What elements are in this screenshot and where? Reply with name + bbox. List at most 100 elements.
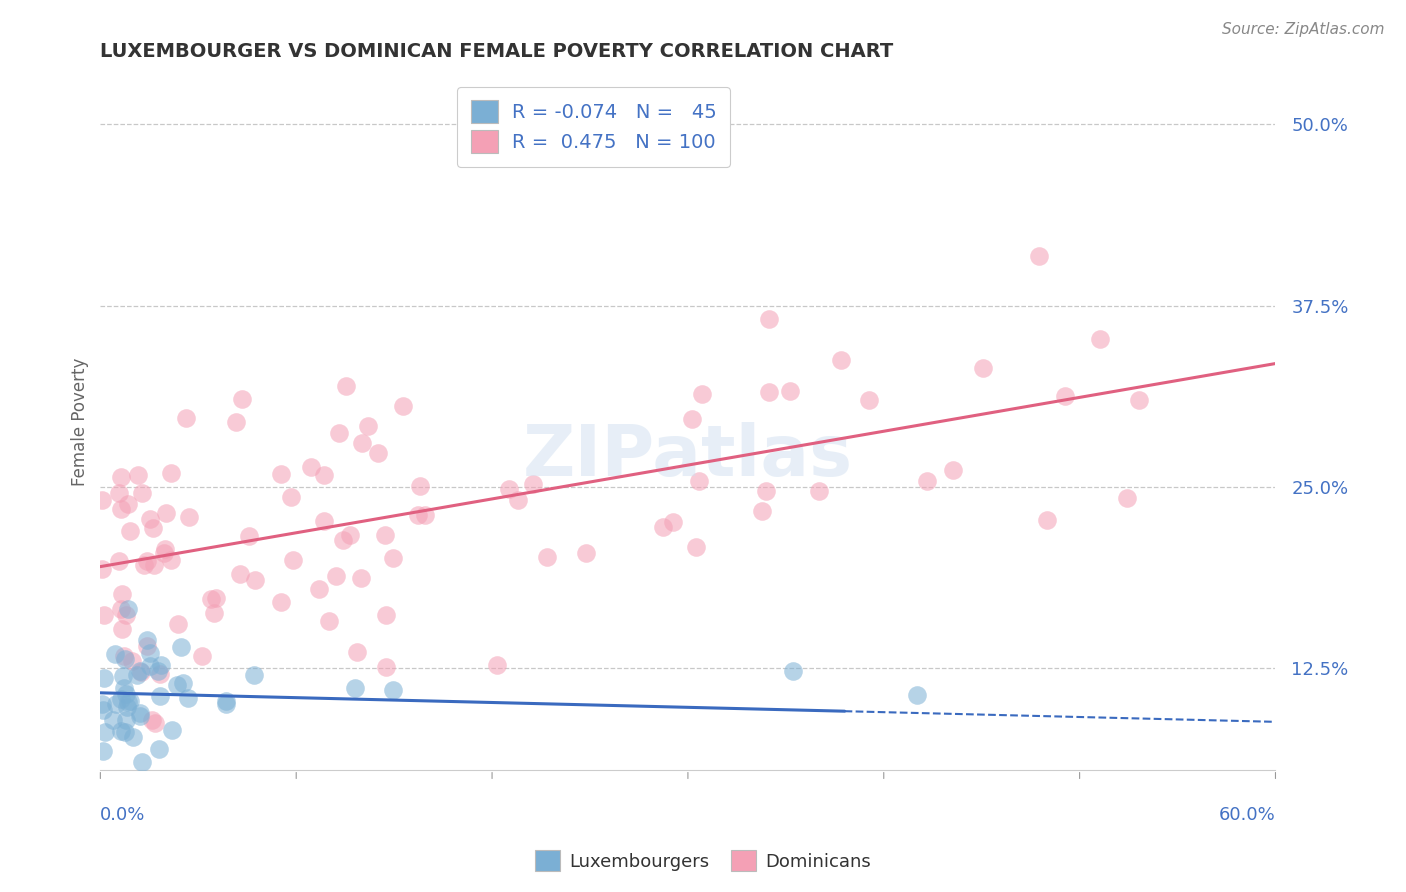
Point <box>112 648 135 663</box>
Point <box>127 468 149 483</box>
Point <box>108 554 131 568</box>
Point <box>112 681 135 696</box>
Point <box>159 552 181 566</box>
Point <box>111 587 134 601</box>
Point <box>91 561 114 575</box>
Point <box>574 546 596 560</box>
Point <box>110 601 132 615</box>
Point <box>117 497 139 511</box>
Point <box>166 678 188 692</box>
Point <box>104 698 127 712</box>
Point <box>172 675 194 690</box>
Point <box>200 591 222 606</box>
Point <box>176 411 198 425</box>
Point <box>215 694 238 708</box>
Point <box>155 507 177 521</box>
Point <box>117 602 139 616</box>
Point <box>346 644 368 658</box>
Point <box>120 694 142 708</box>
Point <box>125 668 148 682</box>
Point <box>215 698 238 712</box>
Point <box>177 691 200 706</box>
Point <box>1115 491 1137 505</box>
Point <box>367 446 389 460</box>
Point <box>149 689 172 703</box>
Point <box>104 647 127 661</box>
Point <box>382 550 405 565</box>
Point <box>280 490 302 504</box>
Point <box>131 486 153 500</box>
Point <box>350 571 373 585</box>
Point <box>374 528 396 542</box>
Text: ZIPatlas: ZIPatlas <box>523 422 853 491</box>
Point <box>343 681 366 695</box>
Point <box>328 426 350 441</box>
Point <box>142 521 165 535</box>
Point <box>122 730 145 744</box>
Point <box>141 713 163 727</box>
Point <box>312 468 335 483</box>
Point <box>758 384 780 399</box>
Point <box>115 608 138 623</box>
Point <box>413 508 436 522</box>
Point <box>146 664 169 678</box>
Point <box>1036 513 1059 527</box>
Point <box>129 665 152 679</box>
Legend: R = -0.074   N =   45, R =  0.475   N = 100: R = -0.074 N = 45, R = 0.475 N = 100 <box>457 87 730 167</box>
Point <box>111 622 134 636</box>
Point <box>1128 392 1150 407</box>
Point <box>243 573 266 587</box>
Point <box>135 554 157 568</box>
Point <box>688 475 710 489</box>
Point <box>536 550 558 565</box>
Point <box>332 533 354 548</box>
Point <box>231 392 253 406</box>
Point <box>522 476 544 491</box>
Point <box>382 682 405 697</box>
Point <box>758 312 780 326</box>
Point <box>1028 249 1050 263</box>
Point <box>335 379 357 393</box>
Point <box>179 509 201 524</box>
Text: 60.0%: 60.0% <box>1219 806 1275 824</box>
Point <box>374 607 396 622</box>
Point <box>498 482 520 496</box>
Point <box>905 688 928 702</box>
Point <box>972 361 994 376</box>
Point <box>167 617 190 632</box>
Point <box>110 723 132 738</box>
Legend: Luxembourgers, Dominicans: Luxembourgers, Dominicans <box>527 843 879 879</box>
Point <box>229 566 252 581</box>
Point <box>110 470 132 484</box>
Point <box>139 646 162 660</box>
Point <box>830 352 852 367</box>
Point <box>314 514 336 528</box>
Point <box>129 665 152 679</box>
Point <box>858 392 880 407</box>
Point <box>139 658 162 673</box>
Point <box>205 591 228 605</box>
Point <box>308 582 330 596</box>
Point <box>486 658 509 673</box>
Point <box>352 436 374 450</box>
Point <box>690 387 713 401</box>
Point <box>506 493 529 508</box>
Point <box>339 527 361 541</box>
Point <box>91 697 114 711</box>
Point <box>121 654 143 668</box>
Text: LUXEMBOURGER VS DOMINICAN FEMALE POVERTY CORRELATION CHART: LUXEMBOURGER VS DOMINICAN FEMALE POVERTY… <box>100 42 894 61</box>
Point <box>357 419 380 434</box>
Point <box>114 687 136 701</box>
Point <box>202 606 225 620</box>
Point <box>915 474 938 488</box>
Point <box>681 412 703 426</box>
Point <box>191 648 214 663</box>
Point <box>101 713 124 727</box>
Point <box>132 558 155 572</box>
Text: 0.0%: 0.0% <box>100 806 146 824</box>
Point <box>160 466 183 480</box>
Point <box>143 716 166 731</box>
Point <box>114 714 136 728</box>
Point <box>651 520 673 534</box>
Point <box>409 479 432 493</box>
